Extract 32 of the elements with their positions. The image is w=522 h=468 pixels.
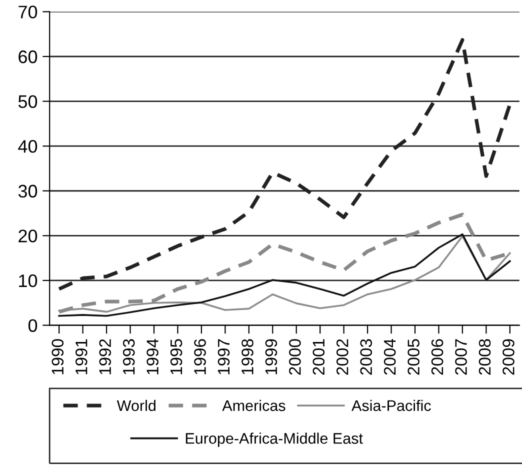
x-tick-label: 1998 <box>242 339 254 374</box>
x-tick-label: 1999 <box>265 339 278 374</box>
x-tick-label: 1991 <box>75 339 88 374</box>
x-tick-label: 1992 <box>99 339 112 374</box>
x-tick-label: 2003 <box>360 339 372 375</box>
y-tick-label: 0 <box>28 319 38 332</box>
x-tick-label: 1994 <box>146 338 158 374</box>
y-tick-label: 70 <box>18 6 38 18</box>
x-tick-label: 1995 <box>170 339 182 374</box>
legend-label: World <box>116 400 156 412</box>
x-tick-label: 2001 <box>312 339 325 375</box>
x-tick-label: 2008 <box>478 339 491 375</box>
y-tick-label: 10 <box>19 274 38 288</box>
y-tick-label: 30 <box>18 184 38 198</box>
x-tick-label: 2000 <box>289 339 301 375</box>
x-tick-label: 2009 <box>502 339 514 375</box>
y-tick-label: 50 <box>18 95 38 108</box>
y-tick-label: 40 <box>18 140 38 153</box>
legend-label: Europe-Africa-Middle East <box>186 432 363 447</box>
x-tick-label: 2005 <box>408 339 420 375</box>
legend-label: Asia-Pacific <box>352 400 431 412</box>
x-tick-label: 1996 <box>194 339 206 374</box>
x-tick-label: 1990 <box>52 339 64 374</box>
y-tick-label: 60 <box>18 50 38 64</box>
x-tick-label: 2007 <box>455 339 467 375</box>
x-tick-label: 2004 <box>384 338 396 375</box>
legend-label: Americas <box>222 400 286 412</box>
x-tick-label: 2002 <box>336 339 348 375</box>
x-tick-label: 1997 <box>218 339 230 374</box>
y-tick-label: 20 <box>18 230 38 242</box>
x-tick-label: 1993 <box>122 339 135 374</box>
x-tick-label: 2006 <box>431 339 444 375</box>
